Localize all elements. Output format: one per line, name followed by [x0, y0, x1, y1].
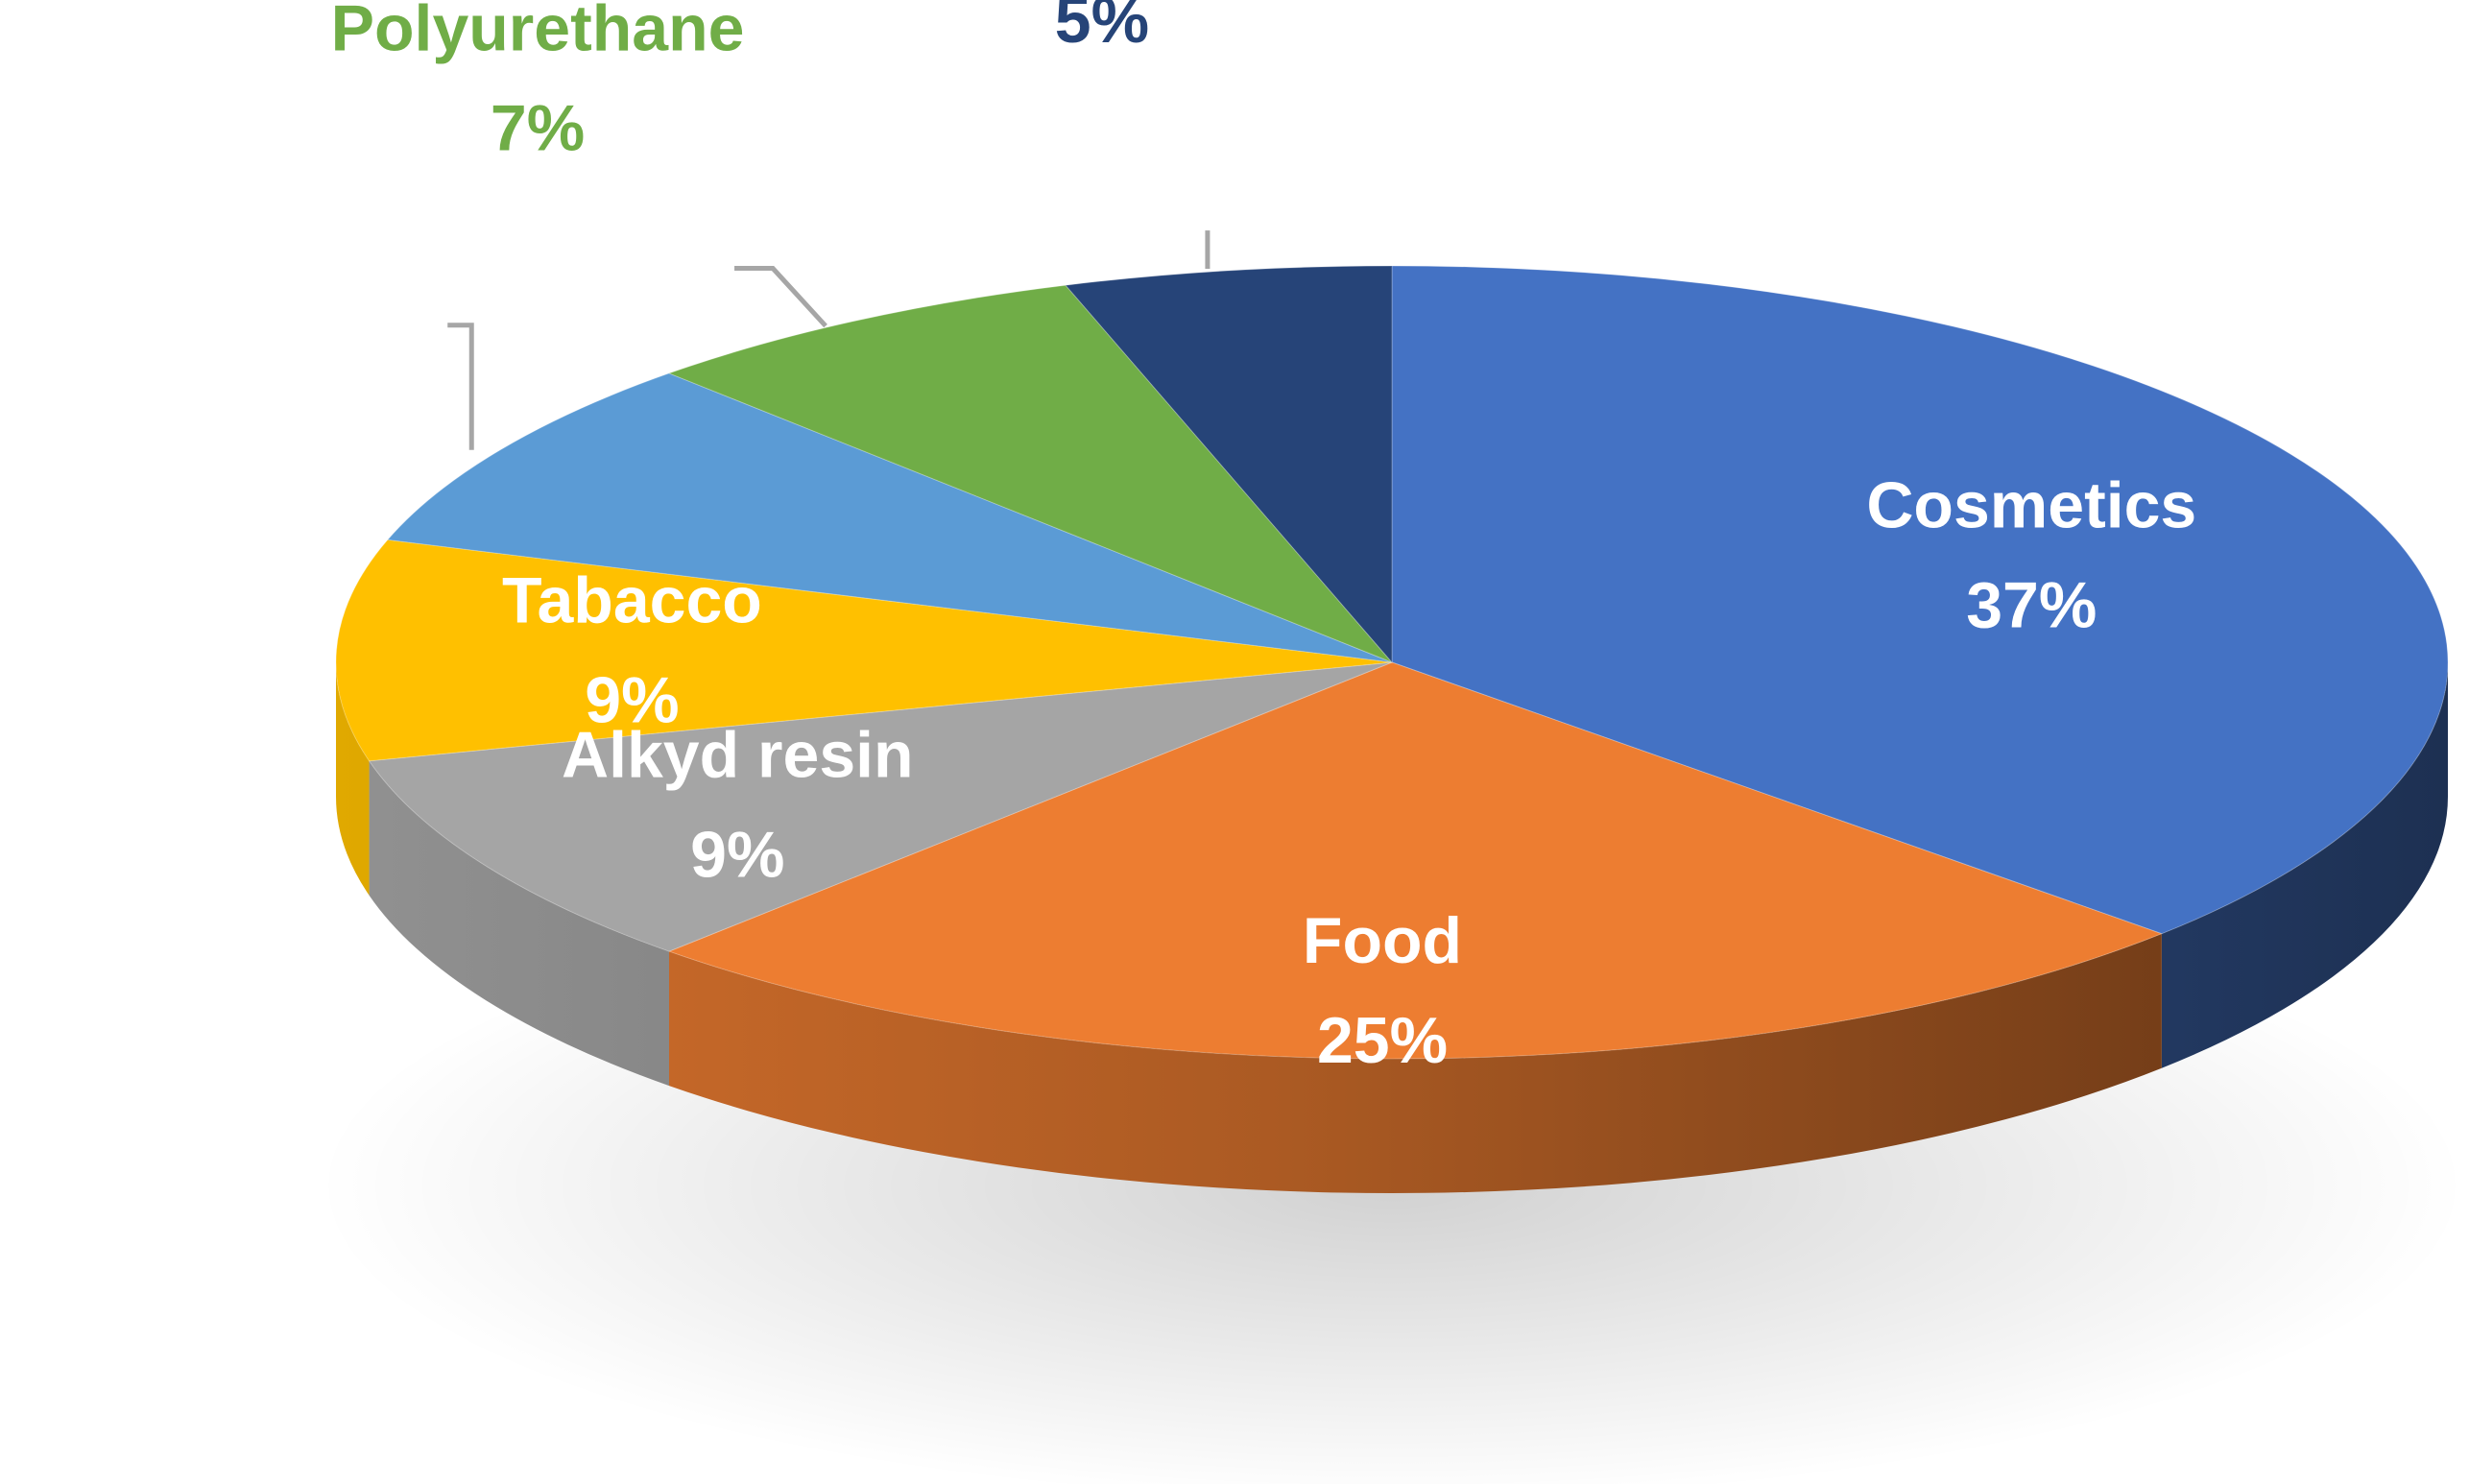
value-label-alkyd-resin: 9%	[690, 818, 784, 891]
pie-slice-pharmaceutical	[386, 372, 1393, 663]
value-label-tabacco: 9%	[585, 664, 679, 737]
category-label-tabacco: Tabacco	[502, 564, 762, 637]
pie-slice-cosmetics	[1391, 265, 2449, 935]
pie-side-tabacco	[336, 662, 370, 896]
pie-slice-food	[667, 661, 2164, 1060]
pie-side-food	[668, 933, 2162, 1193]
value-label-cosmetics: 37%	[1966, 569, 2097, 642]
leader-line-pharmaceutical	[447, 323, 474, 450]
pie-slice-tabacco	[335, 539, 1393, 762]
pie-side-alkyd-resin	[369, 760, 669, 1087]
category-label-alkyd-resin: Alkyd resin	[562, 718, 914, 791]
leader-lines	[447, 230, 1211, 450]
pie-side-cosmetics	[2161, 662, 2448, 1068]
category-label-polyurethane: Polyurethane	[331, 0, 745, 65]
value-label-polyurethane: 7%	[491, 92, 585, 165]
value-label-others: 5%	[1055, 0, 1149, 57]
pie-sides	[336, 662, 2448, 1193]
pie-tops	[335, 265, 2449, 1060]
category-label-cosmetics: Cosmetics	[1866, 469, 2196, 542]
pie-slice-polyurethane	[667, 284, 1393, 663]
pie-slice-others	[1065, 265, 1393, 664]
pie-slice-alkyd-resin	[368, 661, 1393, 952]
leader-line-polyurethane	[734, 266, 827, 328]
category-label-food: Food	[1303, 904, 1462, 977]
value-label-food: 25%	[1317, 1004, 1448, 1077]
